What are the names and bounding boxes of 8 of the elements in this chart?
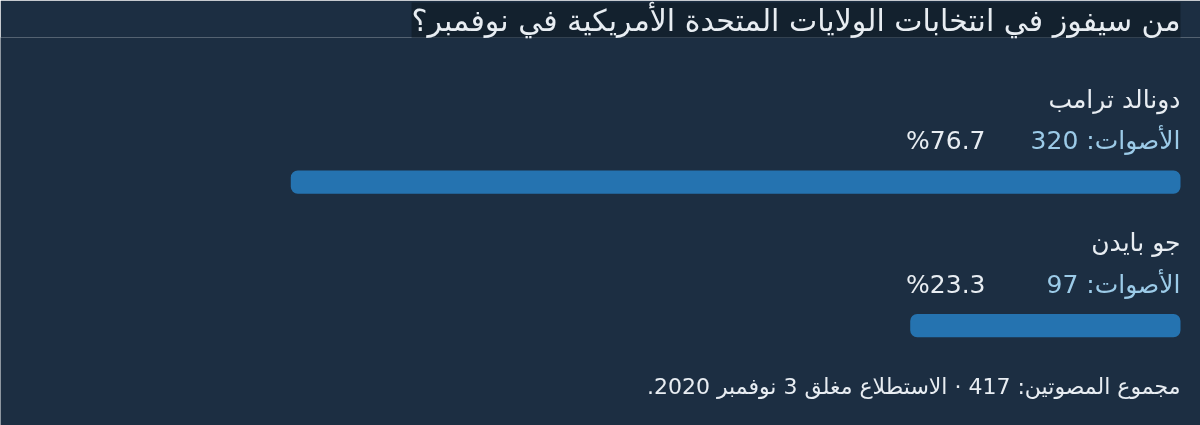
annotation: الأصوات: 97: [1046, 267, 1181, 299]
chart-title: من سيفوز في انتخابات الولايات المتحدة الأمريكية في نوفمبر؟: [411, 0, 1181, 39]
annotation: الأصوات: 320: [1030, 124, 1181, 156]
y-tick-label: جو بايدن: [1091, 228, 1181, 258]
data-label: %76.7: [906, 126, 986, 156]
annotation: مجموع المصوتين: 417 · الاستطلاع مغلق 3 نوفمبر 2020.: [646, 373, 1181, 400]
data-label: %23.3: [906, 269, 986, 299]
y-tick-label: دونالد ترامب: [1048, 84, 1181, 115]
